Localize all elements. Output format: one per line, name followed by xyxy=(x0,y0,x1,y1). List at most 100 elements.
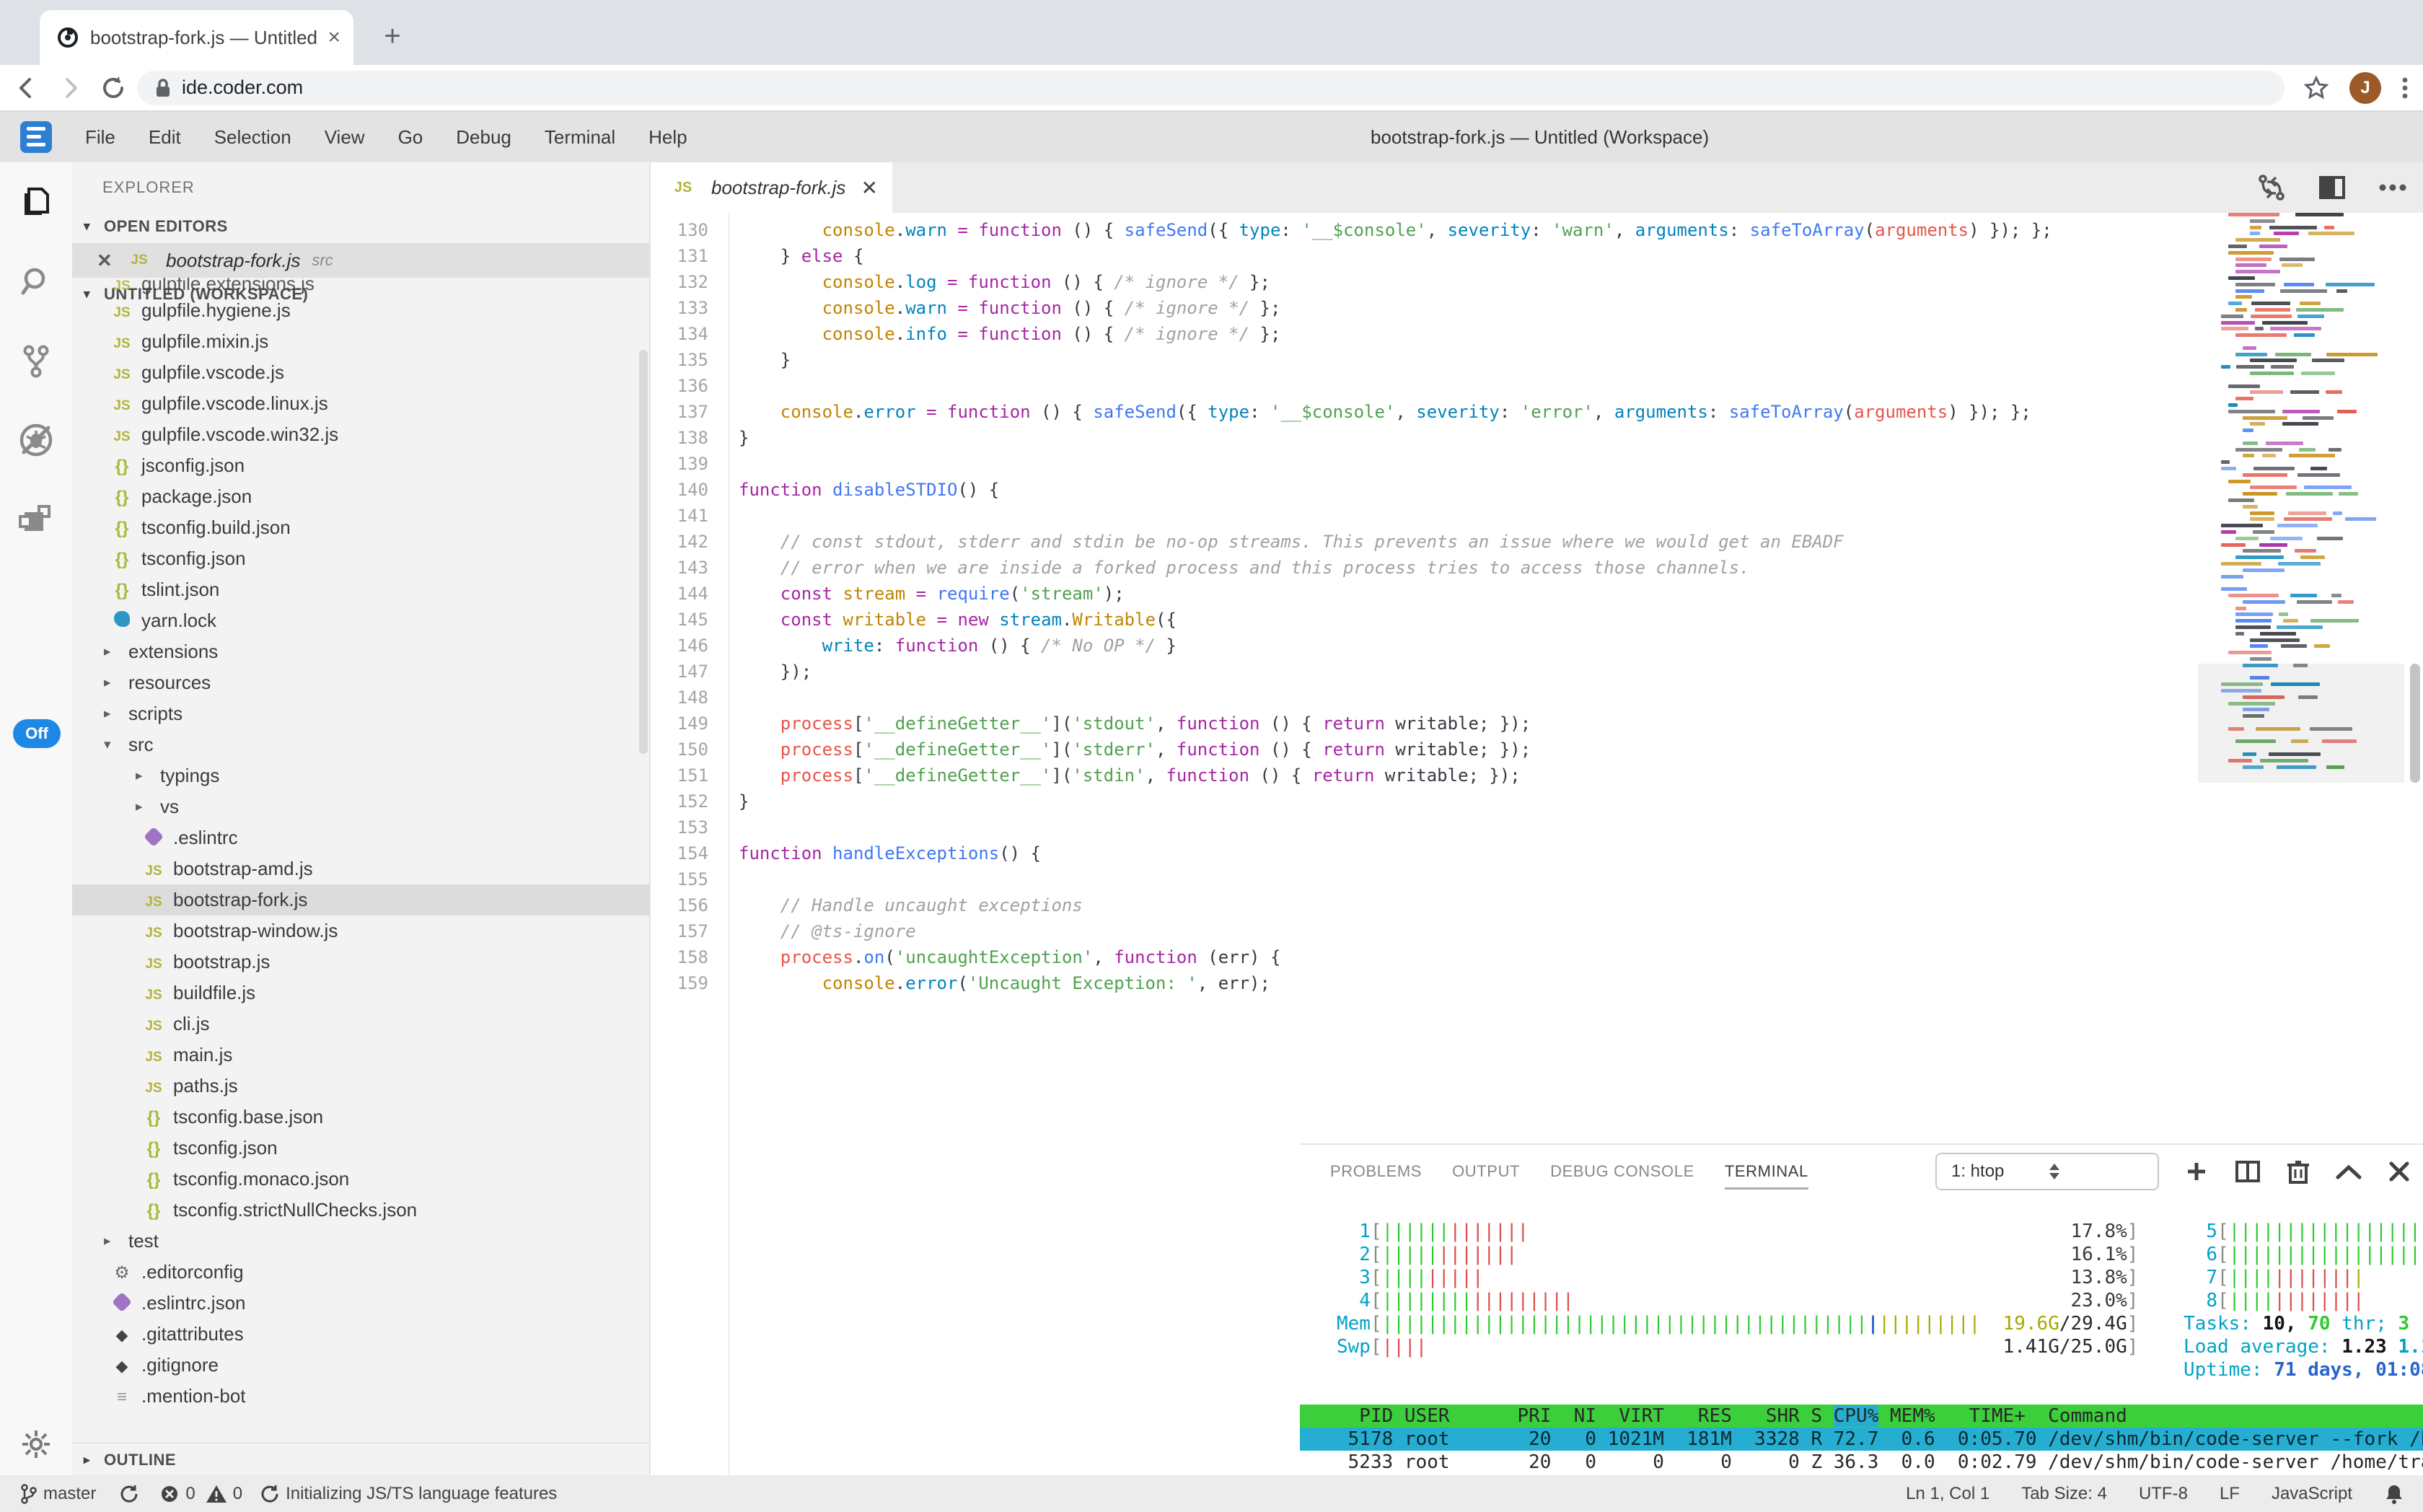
source-control-icon[interactable] xyxy=(0,321,72,400)
url-field[interactable]: ide.coder.com xyxy=(137,70,2285,105)
tree-item-resources[interactable]: ▸ resources xyxy=(104,672,211,693)
close-editor-icon[interactable]: ✕ xyxy=(97,249,113,271)
tab-close-icon[interactable]: ✕ xyxy=(861,176,878,199)
terminal-output[interactable]: 1[||||||||||||| 17.8%] 5[|||||||||||||||… xyxy=(1300,1198,2423,1512)
tree-item-bootstrap-fork.js[interactable]: JS bootstrap-fork.js xyxy=(72,884,649,915)
tree-item-tsconfig.base.json[interactable]: {} tsconfig.base.json xyxy=(72,1102,649,1133)
tree-item-.gitignore[interactable]: ◆ .gitignore xyxy=(72,1350,649,1381)
tree-item-tsconfig.strictNullChecks.json[interactable]: {} tsconfig.strictNullChecks.json xyxy=(72,1195,649,1226)
new-terminal-icon[interactable] xyxy=(2184,1159,2209,1184)
menu-help[interactable]: Help xyxy=(648,126,687,148)
off-badge[interactable]: Off xyxy=(13,719,61,748)
tree-item-bootstrap.js[interactable]: JS bootstrap.js xyxy=(72,946,649,977)
menu-debug[interactable]: Debug xyxy=(456,126,511,148)
tree-item-paths.js[interactable]: JS paths.js xyxy=(72,1071,649,1102)
tree-item-tsconfig.json[interactable]: {} tsconfig.json xyxy=(72,543,649,574)
tree-item-bootstrap-window.js[interactable]: JS bootstrap-window.js xyxy=(72,915,649,946)
eol[interactable]: LF xyxy=(2219,1483,2240,1503)
tree-item-main.js[interactable]: JS main.js xyxy=(72,1040,649,1071)
code-editor[interactable]: 130 console.warn = function () { safeSen… xyxy=(651,213,2423,1475)
git-branch-status[interactable]: master xyxy=(20,1483,96,1505)
tree-item-.mention-bot[interactable]: ≡ .mention-bot xyxy=(72,1381,649,1412)
open-editor-item[interactable]: ✕ JS bootstrap-fork.js src xyxy=(72,243,649,278)
extensions-icon[interactable] xyxy=(0,480,72,559)
tree-item-extensions[interactable]: ▸ extensions xyxy=(104,641,219,662)
panel-tab-debug-console[interactable]: DEBUG CONSOLE xyxy=(1550,1162,1694,1180)
tree-item-bootstrap-amd.js[interactable]: JS bootstrap-amd.js xyxy=(72,853,649,884)
tree-item-.eslintrc[interactable]: .eslintrc xyxy=(72,822,649,853)
encoding[interactable]: UTF-8 xyxy=(2138,1483,2188,1503)
tree-item-vs[interactable]: ▸ vs xyxy=(136,796,179,817)
browser-tab[interactable]: bootstrap-fork.js — Untitled (W × xyxy=(40,10,353,65)
code-line-149: 149 process['__defineGetter__']('stdout'… xyxy=(677,713,1531,734)
warnings-status[interactable]: 0 xyxy=(206,1484,242,1504)
outline-header[interactable]: ▸ OUTLINE xyxy=(72,1442,649,1475)
tree-item-tsconfig.json[interactable]: {} tsconfig.json xyxy=(72,1133,649,1164)
tree-item-.eslintrc.json[interactable]: .eslintrc.json xyxy=(72,1288,649,1319)
editor-tab-bootstrap-fork[interactable]: JS bootstrap-fork.js ✕ xyxy=(651,162,892,213)
minimap[interactable] xyxy=(2198,213,2404,797)
forward-icon[interactable] xyxy=(53,71,87,105)
editor-scrollbar[interactable] xyxy=(2410,664,2420,783)
panel-tab-terminal[interactable]: TERMINAL xyxy=(1724,1145,1808,1198)
tree-item-src[interactable]: ▾ src xyxy=(104,734,154,755)
menu-selection[interactable]: Selection xyxy=(214,126,291,148)
tree-item-package.json[interactable]: {} package.json xyxy=(72,481,649,512)
back-icon[interactable] xyxy=(10,71,43,105)
explorer-icon[interactable] xyxy=(0,162,72,242)
panel-tab-output[interactable]: OUTPUT xyxy=(1452,1162,1521,1180)
tree-item-tslint.json[interactable]: {} tslint.json xyxy=(72,574,649,605)
tree-item-.editorconfig[interactable]: ⚙ .editorconfig xyxy=(72,1257,649,1288)
menu-file[interactable]: File xyxy=(85,126,115,148)
menu-terminal[interactable]: Terminal xyxy=(544,126,616,148)
tree-item-tsconfig.monaco.json[interactable]: {} tsconfig.monaco.json xyxy=(72,1164,649,1195)
errors-status[interactable]: 0 xyxy=(159,1484,195,1504)
language-mode[interactable]: JavaScript xyxy=(2271,1483,2352,1503)
tree-item-jsconfig.json[interactable]: {} jsconfig.json xyxy=(72,450,649,481)
tree-item-typings[interactable]: ▸ typings xyxy=(136,765,220,786)
tab-size[interactable]: Tab Size: 4 xyxy=(2021,1483,2107,1503)
tree-item-gulpfile.extensions.js[interactable]: JS gulpfile.extensions.js xyxy=(72,278,649,295)
settings-gear-icon[interactable] xyxy=(0,1419,72,1469)
tree-item-gulpfile.vscode.linux.js[interactable]: JS gulpfile.vscode.linux.js xyxy=(72,388,649,419)
tree-item-tsconfig.build.json[interactable]: {} tsconfig.build.json xyxy=(72,512,649,543)
tree-item-gulpfile.hygiene.js[interactable]: JS gulpfile.hygiene.js xyxy=(72,295,649,326)
new-tab-button[interactable]: + xyxy=(384,20,401,52)
debug-disabled-icon[interactable] xyxy=(0,400,72,480)
tree-item-.gitattributes[interactable]: ◆ .gitattributes xyxy=(72,1319,649,1350)
tree-item-yarn.lock[interactable]: yarn.lock xyxy=(72,605,649,636)
code-line-155: 155 xyxy=(677,869,708,889)
close-panel-icon[interactable] xyxy=(2387,1159,2411,1184)
toggle-changes-icon[interactable] xyxy=(2256,172,2287,203)
tree-item-gulpfile.vscode.js[interactable]: JS gulpfile.vscode.js xyxy=(72,357,649,388)
bell-icon[interactable] xyxy=(2384,1483,2404,1505)
tree-item-scripts[interactable]: ▸ scripts xyxy=(104,703,183,724)
split-editor-icon[interactable] xyxy=(2316,172,2348,203)
open-editors-header[interactable]: ▾ OPEN EDITORS xyxy=(84,217,228,235)
panel-tab-problems[interactable]: PROBLEMS xyxy=(1330,1162,1422,1180)
menu-view[interactable]: View xyxy=(324,126,365,148)
sync-icon[interactable] xyxy=(119,1484,139,1504)
browser-menu-icon[interactable] xyxy=(2401,75,2409,101)
kill-terminal-icon[interactable] xyxy=(2286,1158,2310,1185)
tree-item-gulpfile.vscode.win32.js[interactable]: JS gulpfile.vscode.win32.js xyxy=(72,419,649,450)
app-logo-icon[interactable] xyxy=(20,121,52,153)
tree-item-buildfile.js[interactable]: JS buildfile.js xyxy=(72,977,649,1008)
cursor-position[interactable]: Ln 1, Col 1 xyxy=(1906,1483,1990,1503)
workspace-header[interactable]: ▾ UNTITLED (WORKSPACE) xyxy=(84,285,309,303)
bookmark-star-icon[interactable] xyxy=(2303,74,2329,101)
avatar[interactable]: J xyxy=(2349,71,2381,104)
menu-go[interactable]: Go xyxy=(397,126,423,148)
split-terminal-icon[interactable] xyxy=(2234,1158,2261,1185)
reload-icon[interactable] xyxy=(97,71,130,105)
tree-item-cli.js[interactable]: JS cli.js xyxy=(72,1008,649,1040)
maximize-panel-icon[interactable] xyxy=(2335,1163,2362,1180)
menu-edit[interactable]: Edit xyxy=(148,126,181,148)
tree-item-gulpfile.mixin.js[interactable]: JS gulpfile.mixin.js xyxy=(72,326,649,357)
tab-close-icon[interactable]: × xyxy=(327,25,340,49)
search-icon[interactable] xyxy=(0,242,72,321)
terminal-select[interactable]: 1: htop xyxy=(1935,1153,2159,1190)
more-actions-icon[interactable] xyxy=(2377,183,2409,192)
tree-item-test[interactable]: ▸ test xyxy=(104,1230,159,1252)
sidebar-scrollbar[interactable] xyxy=(639,350,648,754)
